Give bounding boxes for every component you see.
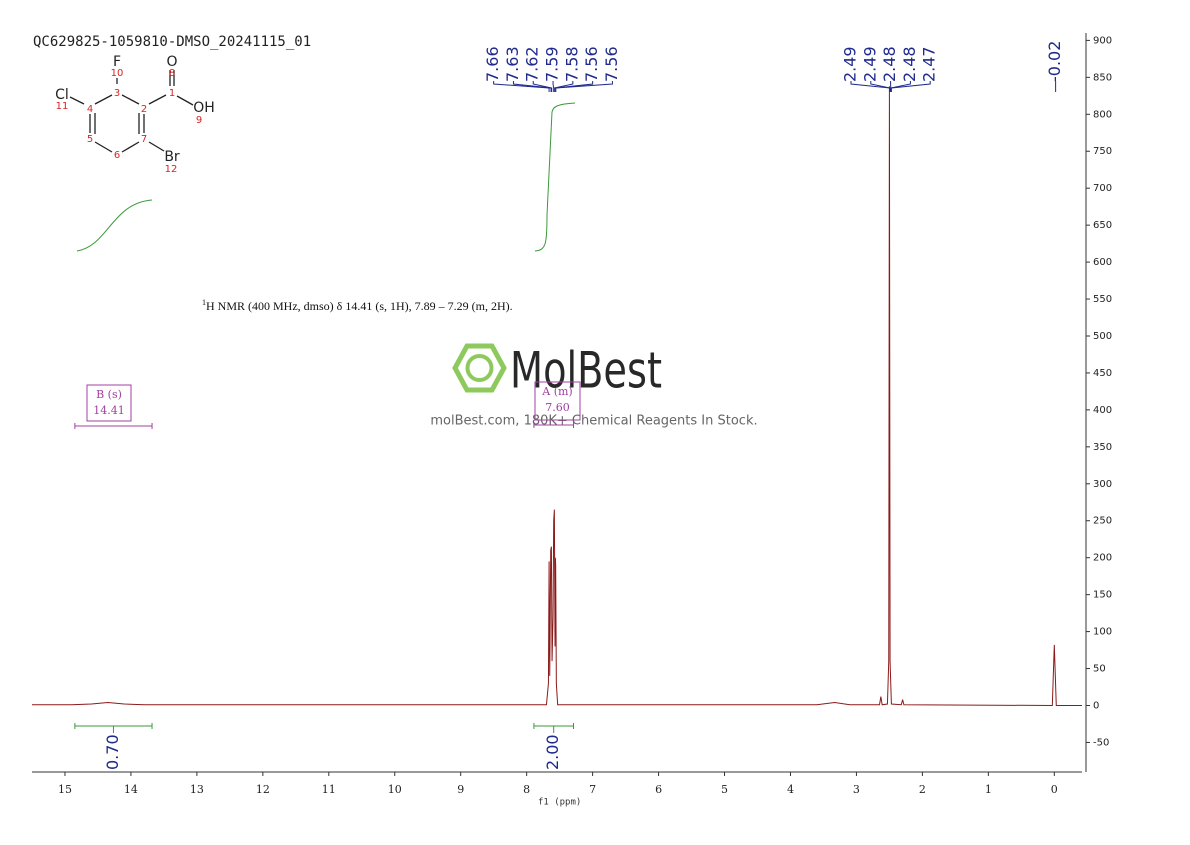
y-tick-label: 850: [1093, 72, 1112, 83]
nmr-summary: 1H NMR (400 MHz, dmso) δ 14.41 (s, 1H), …: [202, 298, 513, 313]
peak-label: 7.66: [483, 46, 502, 82]
integral-curve: [77, 200, 152, 251]
x-tick-label: 12: [256, 783, 270, 796]
ring-number: 6: [114, 150, 120, 161]
atom-label: OH: [193, 100, 215, 116]
peak-label: 7.56: [582, 46, 601, 82]
y-tick-label: 50: [1093, 664, 1106, 675]
peak-label: 2.48: [880, 46, 899, 82]
y-tick-label: 550: [1093, 294, 1112, 305]
integral-label: 2.00: [543, 734, 562, 770]
atom-number: 8: [169, 68, 175, 79]
atom-number: 10: [111, 68, 124, 79]
x-tick-label: 0: [1051, 783, 1058, 796]
y-tick-label: 200: [1093, 553, 1112, 564]
x-tick-label: 11: [322, 783, 336, 796]
y-tick-label: 450: [1093, 368, 1112, 379]
x-tick-label: 5: [721, 783, 728, 796]
peak-label: 2.47: [920, 46, 939, 82]
peak-label: 2.49: [860, 46, 879, 82]
ring-number: 4: [87, 104, 93, 115]
y-tick-label: 750: [1093, 146, 1112, 157]
multiplet-name: B (s): [96, 388, 122, 401]
peak-label: 7.62: [523, 46, 542, 82]
y-tick-label: 300: [1093, 479, 1112, 490]
peak-label: 2.49: [840, 46, 859, 82]
x-tick-label: 8: [523, 783, 530, 796]
atom-number: 11: [56, 101, 69, 112]
y-tick-label: 150: [1093, 590, 1112, 601]
y-tick-label: 600: [1093, 257, 1112, 268]
peak-label: 7.63: [503, 46, 522, 82]
integral-curve: [535, 103, 575, 251]
y-tick-label: 650: [1093, 220, 1112, 231]
peak-label: 2.48: [900, 46, 919, 82]
atom-number: 12: [165, 164, 178, 175]
peak-label: 7.56: [602, 46, 621, 82]
x-tick-label: 13: [190, 783, 204, 796]
x-tick-label: 3: [853, 783, 860, 796]
y-tick-label: 350: [1093, 442, 1112, 453]
ring-number: 5: [87, 134, 93, 145]
y-tick-label: 400: [1093, 405, 1112, 416]
atom-number: 9: [196, 115, 202, 126]
watermark-brand: MolBest: [510, 342, 662, 400]
x-tick-label: 15: [58, 783, 72, 796]
peak-label: 7.58: [562, 46, 581, 82]
y-tick-label: 800: [1093, 109, 1112, 120]
y-tick-label: 250: [1093, 516, 1112, 527]
multiplet-name: A (m): [541, 385, 572, 398]
annotation-text: H NMR (400 MHz, dmso) δ 14.41 (s, 1H), 7…: [206, 299, 513, 313]
ring-number: 1: [169, 88, 175, 99]
multiplet-shift: 7.60: [545, 401, 570, 414]
atom-label: Br: [164, 149, 180, 165]
x-tick-label: 7: [589, 783, 596, 796]
y-tick-label: 900: [1093, 35, 1112, 46]
y-tick-label: -50: [1093, 737, 1109, 748]
ring-number: 2: [141, 104, 147, 115]
y-tick-label: 100: [1093, 627, 1112, 638]
x-axis-label: f1 (ppm): [538, 798, 581, 808]
title: QC629825-1059810-DMSO_20241115_01: [33, 34, 311, 50]
peak-label: -0.02: [1045, 41, 1064, 82]
x-tick-label: 10: [388, 783, 402, 796]
y-tick-label: 500: [1093, 331, 1112, 342]
x-tick-label: 1: [985, 783, 992, 796]
peak-label: 7.59: [543, 46, 562, 82]
x-tick-label: 9: [457, 783, 464, 796]
integral-label: 0.70: [103, 734, 122, 770]
multiplet-shift: 14.41: [93, 404, 125, 417]
watermark-tagline: molBest.com, 180K+ Chemical Reagents In …: [430, 414, 757, 429]
watermark-logo: [455, 346, 504, 390]
x-tick-label: 14: [124, 783, 138, 796]
y-tick-label: 0: [1093, 700, 1099, 711]
x-tick-label: 6: [655, 783, 662, 796]
ring-number: 3: [114, 88, 120, 99]
x-tick-label: 4: [787, 783, 794, 796]
ring-number: 7: [141, 134, 147, 145]
y-tick-label: 700: [1093, 183, 1112, 194]
x-tick-label: 2: [919, 783, 926, 796]
